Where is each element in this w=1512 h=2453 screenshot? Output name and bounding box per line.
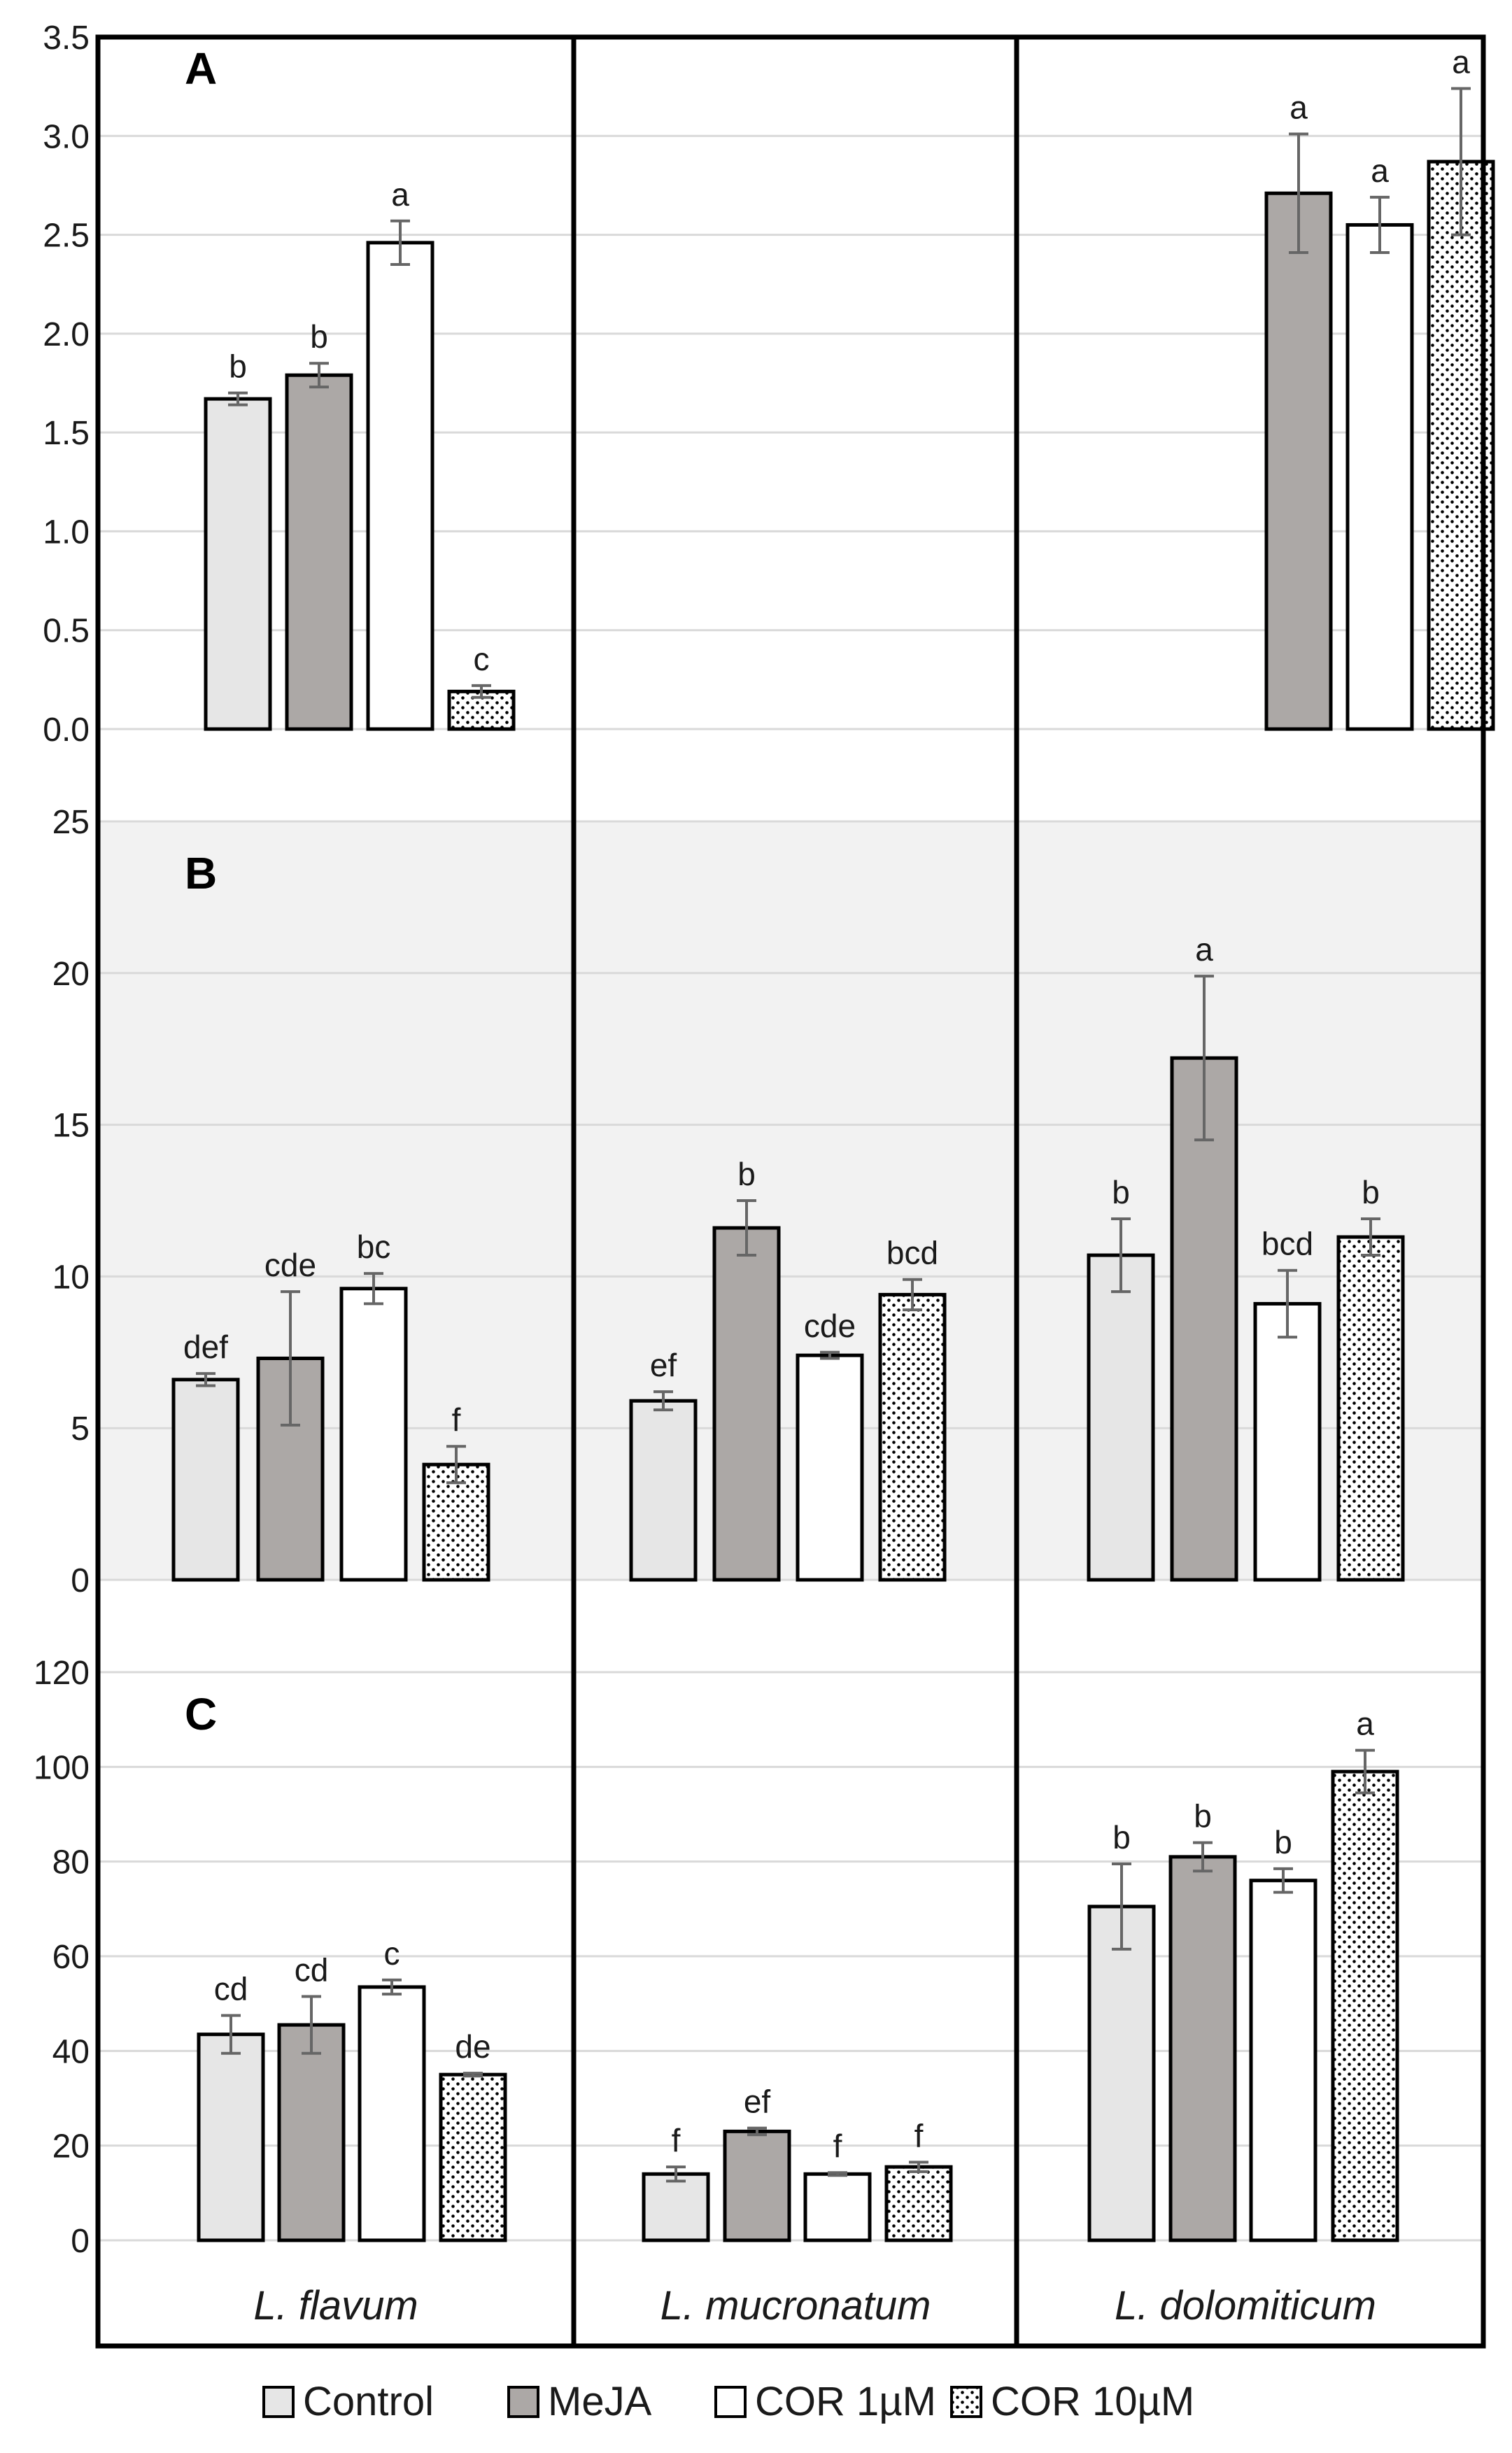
significance-letter: f [452, 1401, 461, 1438]
bar-cor-10-m-l-mucronatum [884, 2165, 953, 2242]
y-tick-label: 40 [52, 2033, 90, 2070]
significance-letter: cd [214, 1971, 248, 2007]
y-tick-label: 3.0 [43, 118, 90, 155]
bar-cor-1-m-l-flavum [339, 1287, 408, 1582]
significance-letter: ef [650, 1347, 677, 1383]
significance-letter: c [474, 641, 490, 677]
y-tick-label: 10 [52, 1259, 90, 1296]
legend-swatch-meja [507, 2386, 539, 2418]
bar-control-l-mucronatum [642, 2172, 710, 2242]
y-tick-label: 100 [34, 1749, 90, 1786]
significance-letter: b [229, 348, 247, 385]
bar-meja-l-dolomiticum [1170, 1056, 1238, 1582]
bar-meja-l-flavum [277, 2023, 346, 2242]
significance-letter: ef [744, 2084, 771, 2120]
y-tick-label: 0 [71, 2223, 90, 2260]
bar-cor-10-m-l-dolomiticum [1331, 1769, 1399, 2242]
panel-b-background [98, 821, 1483, 1580]
bar-control-l-flavum [171, 1378, 240, 1582]
significance-letter: bcd [886, 1235, 938, 1271]
x-label-l-flavum: L. flavum [253, 2283, 418, 2328]
y-tick-label: 20 [52, 956, 90, 993]
significance-letter: b [737, 1156, 756, 1192]
bar-control-l-dolomiticum [1087, 1253, 1155, 1582]
y-tick-label: 2.0 [43, 316, 90, 353]
bar-cor-1-m-l-dolomiticum [1249, 1879, 1317, 2242]
x-label-l-dolomiticum: L. dolomiticum [1115, 2283, 1376, 2328]
y-tick-label: 20 [52, 2128, 90, 2165]
bar-cor-1-m-l-flavum [358, 1985, 426, 2242]
bar-control-l-flavum [204, 397, 272, 731]
significance-letter: b [1362, 1174, 1380, 1210]
bar-cor-1-m-l-mucronatum [796, 1353, 864, 1582]
y-tick-label: 0.0 [43, 712, 90, 749]
bar-cor-10-m-l-dolomiticum [1336, 1235, 1405, 1582]
significance-letter: cde [804, 1308, 856, 1344]
significance-letter: bcd [1262, 1226, 1313, 1262]
bar-meja-l-mucronatum [723, 2129, 791, 2242]
panel-label-c: C [185, 1689, 217, 1739]
legend-label-cor-1-m: COR 1µM [755, 2379, 936, 2424]
significance-letter: de [455, 2028, 490, 2065]
bar-control-l-mucronatum [629, 1399, 698, 1582]
y-tick-label: 2.5 [43, 218, 90, 255]
legend-swatch-cor-1-m [714, 2386, 747, 2418]
significance-letter: a [1371, 153, 1389, 189]
significance-letter: f [672, 2122, 681, 2158]
bar-cor-10-m-l-mucronatum [878, 1292, 947, 1582]
significance-letter: c [384, 1935, 400, 1972]
y-tick-label: 1.0 [43, 514, 90, 551]
significance-letter: a [391, 176, 409, 213]
significance-letter: a [1195, 931, 1213, 968]
significance-letter: b [1194, 1798, 1212, 1835]
significance-letter: b [1274, 1824, 1292, 1860]
panel-label-b: B [185, 848, 217, 898]
legend-swatch-control [262, 2386, 295, 2418]
y-tick-label: 120 [34, 1655, 90, 1692]
legend-swatch-cor-10-m [950, 2386, 982, 2418]
y-tick-label: 0 [71, 1562, 90, 1599]
y-tick-label: 15 [52, 1108, 90, 1145]
bar-control-l-flavum [197, 2033, 265, 2242]
bar-cor-10-m-l-flavum [439, 2072, 507, 2242]
significance-letter: cde [264, 1247, 316, 1283]
legend-label-cor-10-m: COR 10µM [991, 2379, 1194, 2424]
bar-control-l-dolomiticum [1087, 1904, 1156, 2242]
y-tick-label: 80 [52, 1844, 90, 1881]
bar-cor-1-m-l-dolomiticum [1345, 222, 1414, 731]
y-tick-label: 60 [52, 1939, 90, 1976]
bar-cor-1-m-l-mucronatum [803, 2172, 872, 2242]
bar-meja-l-flavum [285, 373, 353, 731]
panel-label-a: A [185, 43, 217, 94]
y-tick-label: 5 [71, 1411, 90, 1448]
significance-letter: bc [357, 1229, 391, 1265]
significance-letter: b [1112, 1174, 1130, 1210]
significance-letter: f [914, 2117, 924, 2154]
y-tick-label: 3.5 [43, 20, 90, 57]
legend-label-control: Control [303, 2379, 434, 2424]
significance-letter: a [1290, 89, 1308, 125]
significance-letter: f [833, 2128, 842, 2164]
bar-cor-1-m-l-flavum [366, 241, 434, 731]
bar-meja-l-dolomiticum [1264, 191, 1333, 731]
significance-letter: b [310, 318, 328, 355]
y-tick-label: 25 [52, 804, 90, 841]
significance-letter: a [1452, 43, 1470, 80]
y-tick-label: 0.5 [43, 613, 90, 650]
bar-meja-l-mucronatum [712, 1226, 781, 1582]
plot-frame [95, 34, 1486, 2349]
legend-label-meja: MeJA [548, 2379, 652, 2424]
y-tick-label: 1.5 [43, 415, 90, 452]
bar-cor-1-m-l-dolomiticum [1253, 1301, 1322, 1582]
bar-meja-l-dolomiticum [1168, 1855, 1237, 2242]
significance-letter: a [1356, 1706, 1374, 1742]
significance-letter: cd [295, 1952, 329, 1988]
significance-letter: def [183, 1329, 228, 1365]
x-label-l-mucronatum: L. mucronatum [660, 2283, 931, 2328]
significance-letter: b [1112, 1819, 1131, 1855]
